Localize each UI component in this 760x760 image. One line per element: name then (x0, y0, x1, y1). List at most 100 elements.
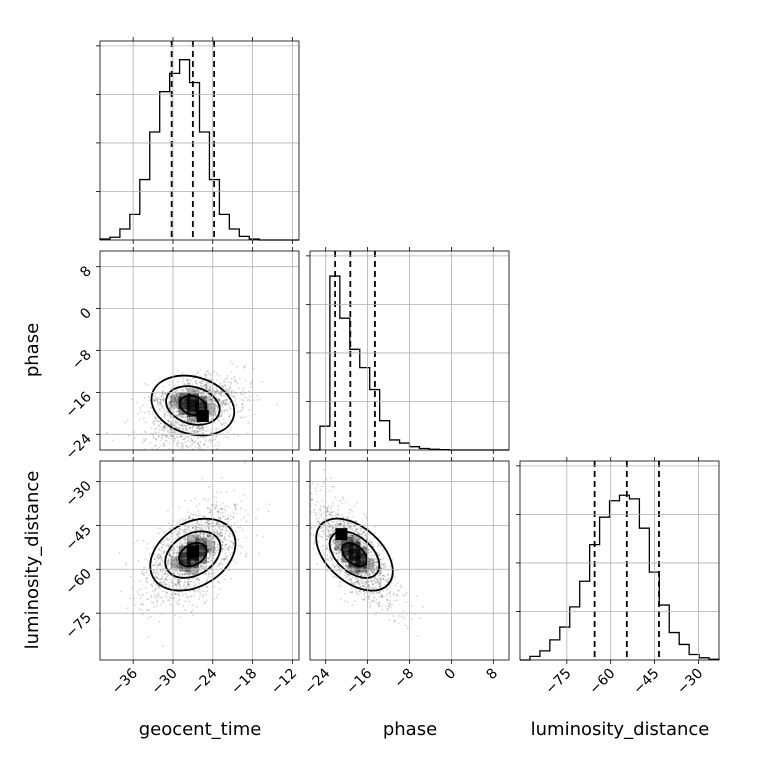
sample-point (387, 569, 390, 572)
sample-point (157, 435, 160, 438)
sample-point (378, 592, 381, 595)
sample-point (175, 545, 178, 548)
sample-point (182, 428, 185, 430)
sample-point (158, 553, 161, 556)
sample-point (367, 583, 370, 586)
sample-point (162, 405, 165, 407)
sample-point (175, 394, 178, 397)
sample-point (339, 551, 342, 554)
sample-point (369, 563, 372, 566)
sample-point (244, 416, 247, 419)
sample-point (215, 596, 218, 598)
sample-point (203, 562, 206, 564)
sample-point (178, 598, 181, 601)
sample-point (353, 530, 356, 533)
sample-point (213, 399, 216, 402)
sample-point (326, 547, 329, 549)
sample-point (156, 566, 159, 569)
sample-point (178, 574, 180, 576)
sample-point (177, 551, 179, 554)
sample-point (378, 596, 381, 598)
sample-point (201, 379, 204, 382)
sample-point (222, 401, 225, 404)
sample-point (365, 581, 367, 584)
sample-point (176, 393, 179, 395)
sample-point (159, 420, 162, 422)
sample-point (405, 601, 408, 604)
sample-point (205, 399, 208, 402)
sample-point (195, 426, 198, 429)
sample-point (153, 419, 156, 422)
sample-point (179, 424, 182, 427)
sample-point (154, 587, 157, 590)
sample-point (334, 515, 337, 517)
sample-point (375, 565, 378, 568)
sample-point (210, 509, 212, 512)
sample-point (185, 445, 188, 448)
sample-point (365, 533, 367, 536)
sample-point (176, 578, 179, 580)
sample-point (167, 509, 169, 512)
sample-point (379, 558, 382, 561)
sample-point (218, 429, 221, 431)
sample-point (209, 554, 212, 557)
sample-point (223, 409, 226, 412)
sample-point (218, 526, 221, 529)
sample-point (345, 566, 348, 568)
sample-point (197, 430, 200, 432)
sample-point (184, 539, 186, 542)
sample-point (175, 533, 178, 536)
sample-point (209, 385, 211, 387)
sample-point (170, 393, 173, 396)
sample-point (343, 521, 346, 524)
sample-point (158, 548, 161, 551)
sample-point (173, 394, 176, 397)
sample-point (173, 401, 175, 403)
sample-point (353, 525, 356, 528)
sample-point (355, 581, 358, 583)
sample-point (342, 526, 345, 528)
sample-point (165, 592, 168, 595)
sample-point (138, 593, 140, 596)
sample-point (230, 518, 232, 521)
sample-point (185, 387, 188, 390)
sample-point (182, 389, 184, 391)
sample-point (217, 406, 219, 409)
sample-point (190, 580, 193, 583)
sample-point (337, 546, 340, 549)
sample-point (162, 580, 164, 583)
sample-point (214, 411, 217, 414)
sample-point (250, 381, 253, 384)
sample-point (152, 397, 155, 400)
sample-point (192, 418, 195, 420)
sample-point (161, 452, 163, 454)
sample-point (139, 588, 142, 591)
x-tick-label: −45 (630, 666, 662, 698)
sample-point (382, 596, 384, 599)
sample-point (207, 519, 210, 522)
sample-point (173, 583, 176, 585)
sample-point (141, 593, 144, 596)
sample-point (361, 544, 364, 547)
sample-point (373, 558, 376, 561)
sample-point (150, 427, 153, 429)
contour-line (328, 530, 381, 579)
sample-point (355, 528, 358, 531)
sample-point (155, 597, 158, 600)
sample-point (181, 445, 184, 448)
sample-point (157, 592, 160, 595)
sample-point (205, 370, 208, 373)
sample-point (218, 453, 220, 455)
sample-point (186, 536, 189, 539)
sample-point (368, 560, 371, 563)
sample-point (199, 381, 202, 384)
sample-point (166, 539, 169, 542)
sample-point (176, 406, 179, 409)
sample-point (180, 447, 183, 450)
sample-point (197, 443, 200, 446)
sample-point (174, 593, 177, 595)
sample-point (184, 542, 187, 545)
sample-point (205, 580, 207, 583)
sample-point (156, 600, 158, 603)
sample-point (328, 490, 331, 492)
